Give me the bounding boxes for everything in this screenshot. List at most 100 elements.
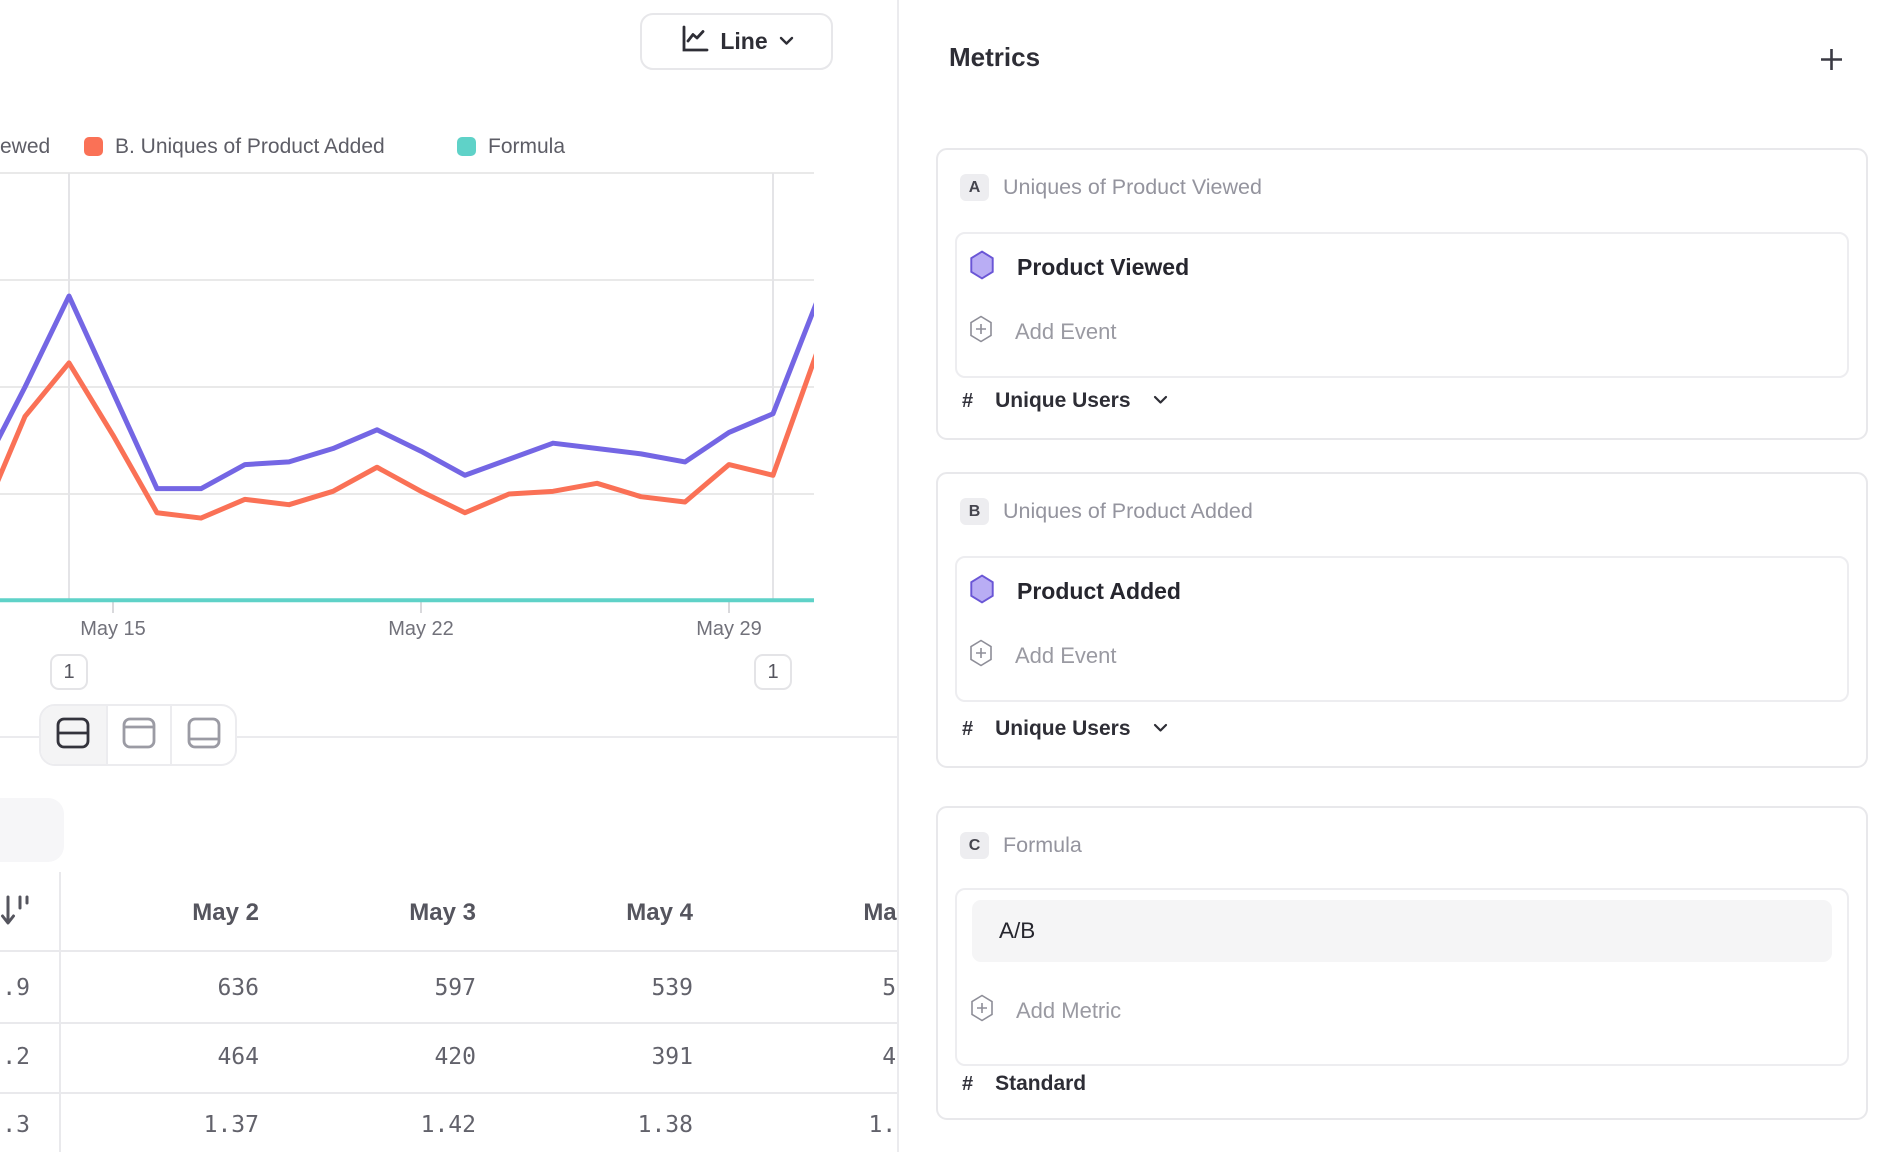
metric-card-header: B Uniques of Product Added <box>960 498 1253 525</box>
metric-card-a: A Uniques of Product Viewed Product View… <box>936 148 1868 440</box>
layout-toggle-group <box>39 704 237 766</box>
legend-item-c[interactable]: Formula <box>488 135 566 158</box>
table-value: 59 <box>690 973 910 1003</box>
chevron-down-icon <box>779 33 794 51</box>
line-chart-icon <box>679 24 709 59</box>
formula-box-container: A/B Add Metric <box>955 888 1849 1066</box>
table-value: 636 <box>217 975 259 1001</box>
table-value: 1.38 <box>637 1112 693 1138</box>
table-value: 46 <box>690 1042 910 1072</box>
table-value: 539 <box>651 975 693 1001</box>
metric-card-header: C Formula <box>960 832 1082 859</box>
chart-legend: ewed B. Uniques of Product Added Formula <box>0 134 897 160</box>
legend-item-b[interactable]: B. Uniques of Product Added <box>115 135 385 158</box>
chart-type-label: Line <box>720 28 768 54</box>
table-value: 1.37 <box>203 1112 259 1138</box>
add-metric-panel-button[interactable] <box>1815 46 1847 78</box>
event-list-box: Product Added Add Event <box>955 556 1849 702</box>
legend-swatch-b <box>84 137 103 156</box>
metric-letter-badge: A <box>960 174 989 201</box>
measure-selector[interactable]: # Unique Users <box>962 717 1168 741</box>
number-type-icon: # <box>962 1072 974 1095</box>
event-name: Product Viewed <box>1017 254 1190 280</box>
table-value-truncated: .2 <box>2 1044 30 1070</box>
legend-item-a-truncated[interactable]: ewed <box>0 135 51 158</box>
x-axis-label: May 22 <box>388 618 454 640</box>
metric-letter-badge: C <box>960 832 989 859</box>
table-value: 597 <box>434 975 476 1001</box>
section-divider <box>0 736 897 738</box>
table-corner-pill[interactable] <box>0 798 64 862</box>
metric-card-header: A Uniques of Product Viewed <box>960 174 1262 201</box>
legend-swatch-c <box>457 137 476 156</box>
measure-selector[interactable]: # Unique Users <box>962 389 1168 413</box>
header-row-icon <box>122 717 156 754</box>
layout-chart-only-button[interactable] <box>105 706 171 764</box>
annotation-badge[interactable]: 1 <box>754 654 792 690</box>
panel-title: Metrics <box>949 42 1041 72</box>
table-column-header[interactable]: May <box>863 899 910 926</box>
table-column-header[interactable]: May 4 <box>626 899 693 926</box>
measure-selector[interactable]: # Standard <box>962 1072 1086 1096</box>
event-hexagon-icon <box>969 574 995 609</box>
event-list-box: Product Viewed Add Event <box>955 232 1849 378</box>
table-column-header[interactable]: May 2 <box>192 899 259 926</box>
measure-label: Standard <box>995 1072 1087 1095</box>
table-row-divider <box>0 1022 897 1024</box>
plus-icon <box>1819 47 1844 77</box>
chevron-down-icon <box>1153 720 1168 738</box>
table-value: 1.2 <box>868 1112 910 1138</box>
x-axis-label: May 29 <box>696 618 762 640</box>
layout-table-only-button[interactable] <box>170 706 235 764</box>
table-column-header[interactable]: May 3 <box>409 899 476 926</box>
add-event-hexagon-icon <box>969 639 993 672</box>
add-event-row[interactable]: Add Event <box>969 639 1117 672</box>
chart-canvas[interactable] <box>0 0 897 700</box>
measure-label: Unique Users <box>995 717 1131 740</box>
add-metric-label: Add Metric <box>1016 997 1122 1023</box>
table-column-divider <box>59 872 61 1152</box>
event-row[interactable]: Product Viewed <box>969 250 1189 285</box>
table-value-truncated: .9 <box>2 975 30 1001</box>
add-metric-row[interactable]: Add Metric <box>970 994 1121 1027</box>
split-rows-icon <box>56 717 90 754</box>
footer-row-icon <box>187 717 221 754</box>
annotation-badge[interactable]: 1 <box>50 654 88 690</box>
measure-label: Unique Users <box>995 389 1131 412</box>
metric-title: Uniques of Product Added <box>1003 499 1253 523</box>
number-type-icon: # <box>962 717 974 740</box>
metric-title: Uniques of Product Viewed <box>1003 175 1262 199</box>
table-value-truncated: .3 <box>2 1112 30 1138</box>
table-row-divider <box>0 1092 897 1094</box>
table-value: 464 <box>217 1044 259 1070</box>
add-event-hexagon-icon <box>969 315 993 348</box>
event-name: Product Added <box>1017 578 1181 604</box>
metric-card-b: B Uniques of Product Added Product Added… <box>936 472 1868 768</box>
add-metric-hexagon-icon <box>970 994 994 1027</box>
formula-input[interactable]: A/B <box>972 900 1832 962</box>
number-type-icon: # <box>962 389 974 412</box>
chevron-down-icon <box>1153 392 1168 410</box>
event-row[interactable]: Product Added <box>969 574 1181 609</box>
metric-card-c: C Formula A/B Add Metric # Standard <box>936 806 1868 1120</box>
metrics-panel: Metrics A Uniques of Product Viewed Prod… <box>897 0 1898 1152</box>
table-value: 420 <box>434 1044 476 1070</box>
x-axis-label: May 15 <box>80 618 146 640</box>
series-line[interactable] <box>0 293 817 492</box>
event-hexagon-icon <box>969 250 995 285</box>
layout-split-view-button[interactable] <box>41 706 106 764</box>
add-event-row[interactable]: Add Event <box>969 315 1117 348</box>
chart-type-button[interactable]: Line <box>640 13 833 70</box>
series-line[interactable] <box>0 352 817 521</box>
table-value: 1.42 <box>420 1112 476 1138</box>
table-value: 391 <box>651 1044 693 1070</box>
formula-expression: A/B <box>999 918 1036 943</box>
add-event-label: Add Event <box>1015 642 1117 668</box>
x-axis: May 15 May 22 May 29 <box>0 618 897 646</box>
table-header-divider <box>0 950 897 952</box>
metric-title: Formula <box>1003 833 1082 857</box>
sort-descending-icon[interactable] <box>0 893 30 934</box>
metric-letter-badge: B <box>960 498 989 525</box>
